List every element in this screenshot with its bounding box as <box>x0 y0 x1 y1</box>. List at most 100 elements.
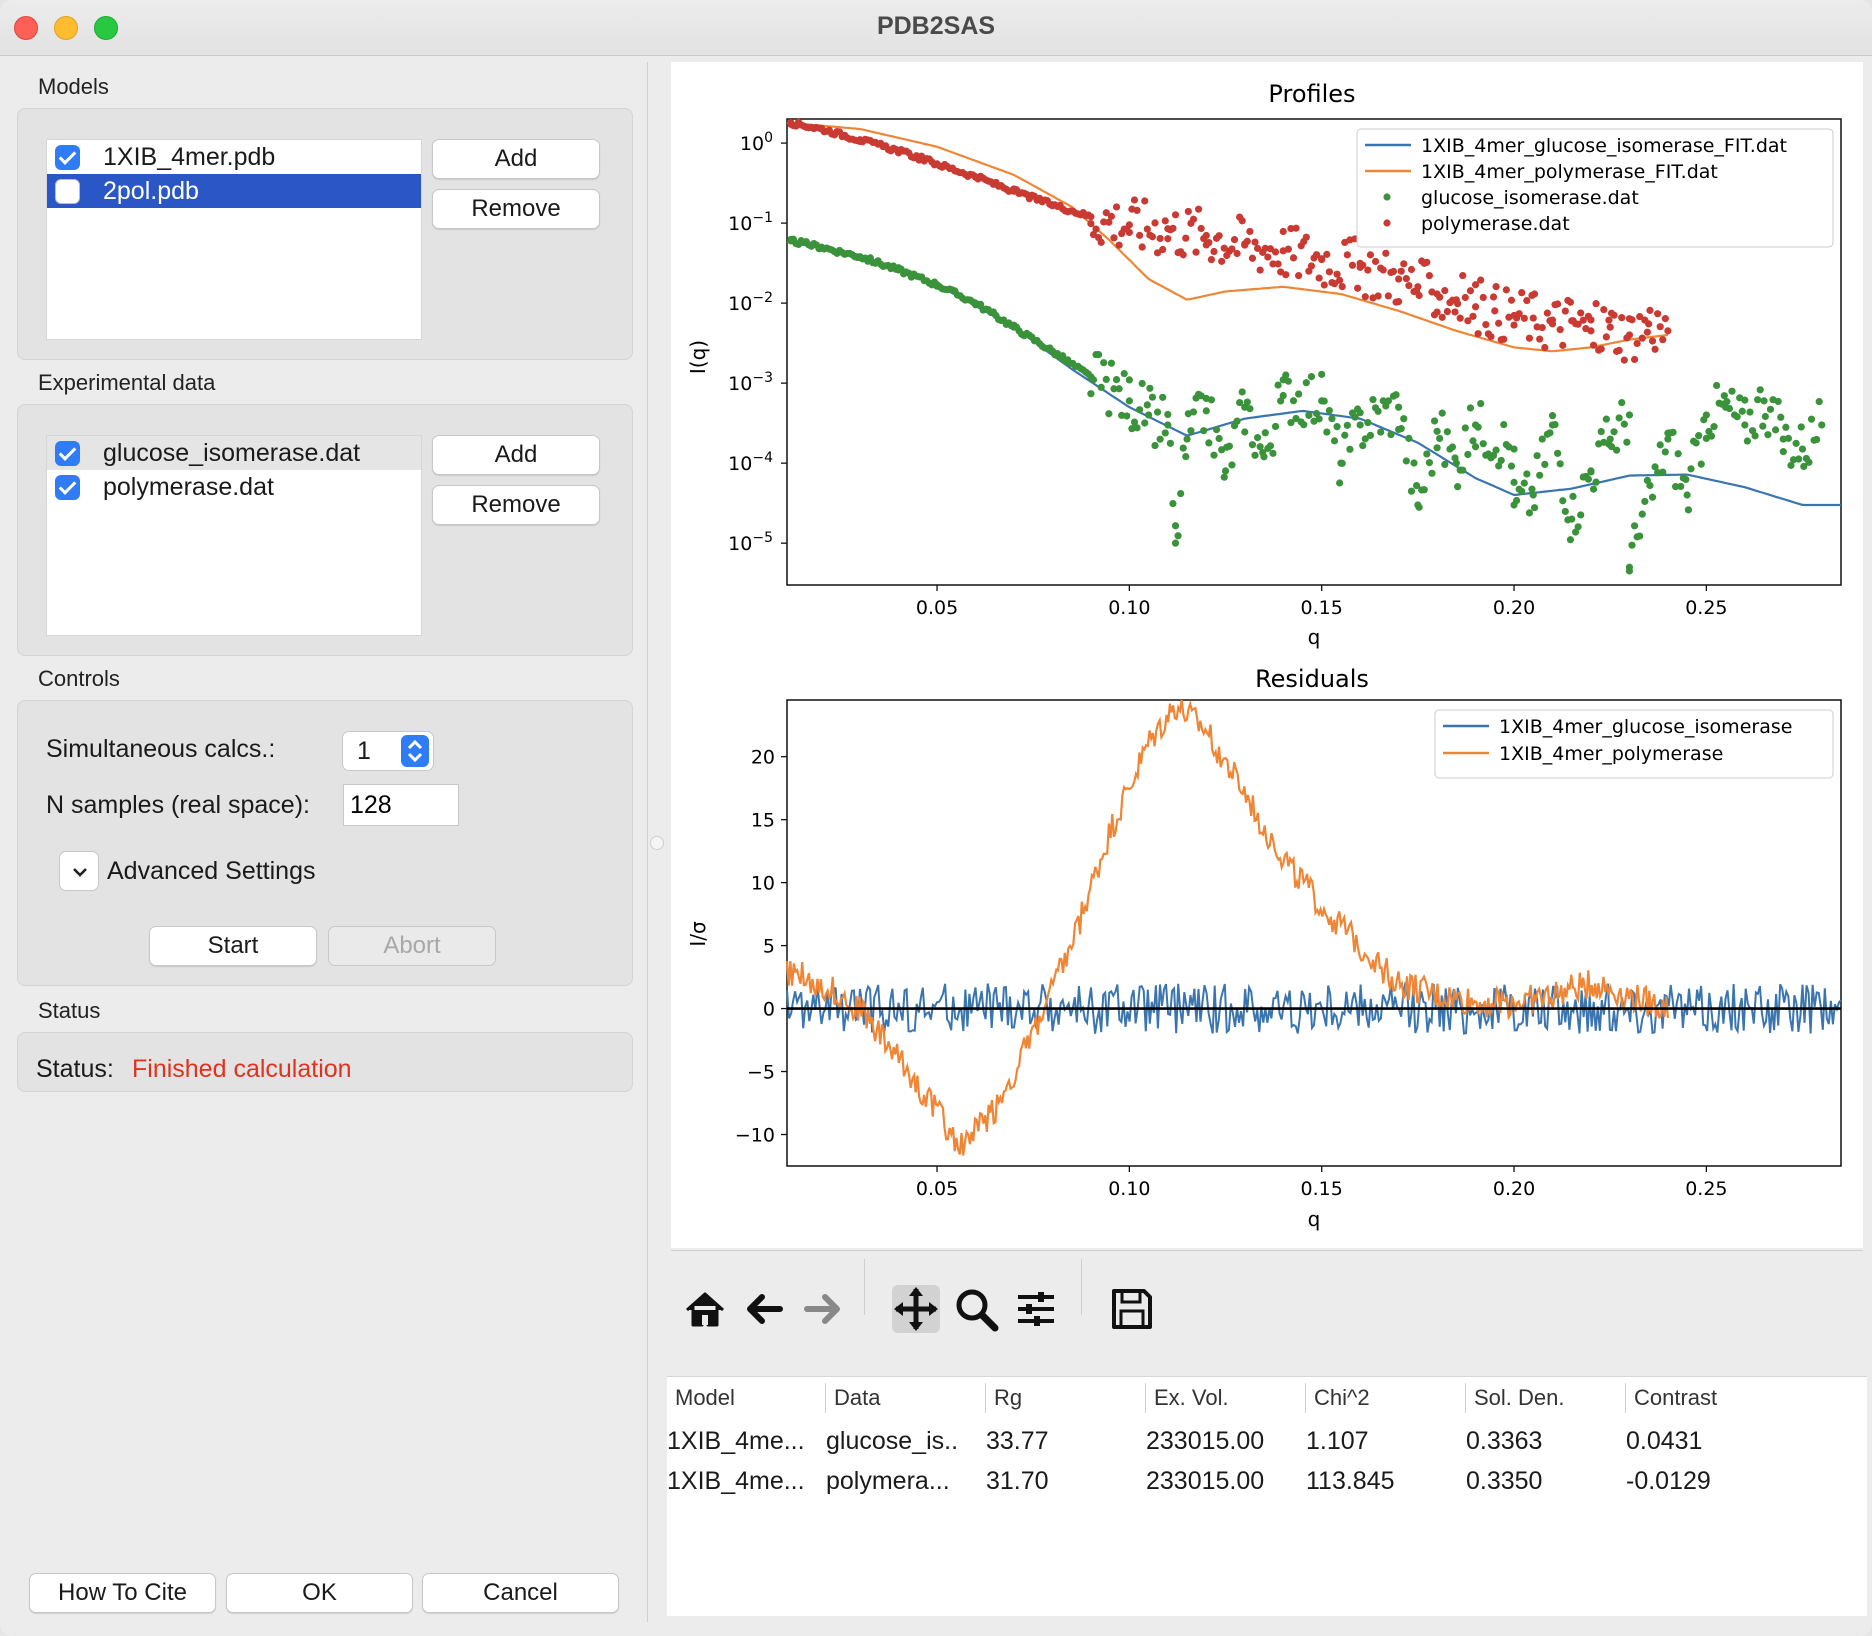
data-point <box>1813 435 1821 444</box>
cancel-button[interactable]: Cancel <box>422 1573 619 1613</box>
data-point <box>1102 375 1110 384</box>
data-point <box>1772 426 1780 434</box>
data-point <box>1364 266 1372 274</box>
minimize-window-button[interactable] <box>54 16 78 40</box>
simultaneous-calcs-stepper[interactable]: 1 <box>342 731 434 771</box>
data-point <box>1382 249 1390 257</box>
data-point <box>1153 408 1162 416</box>
data-point <box>1125 228 1133 237</box>
legend-marker <box>1383 219 1391 227</box>
column-header-chi2[interactable]: Chi^2 <box>1305 1383 1465 1413</box>
data-point <box>1110 234 1118 242</box>
data-point <box>1266 245 1275 253</box>
data-point <box>856 136 864 144</box>
ok-button[interactable]: OK <box>226 1573 413 1613</box>
data-point <box>1148 393 1157 401</box>
data-point <box>1174 532 1182 540</box>
data-point <box>1764 431 1772 439</box>
results-table[interactable]: Model Data Rg Ex. Vol. Chi^2 Sol. Den. C… <box>667 1376 1867 1616</box>
data-point <box>1630 522 1639 530</box>
data-point <box>1320 281 1328 289</box>
remove-model-button[interactable]: Remove <box>432 189 600 229</box>
model-checkbox[interactable] <box>55 179 80 204</box>
column-header-sol-den[interactable]: Sol. Den. <box>1465 1383 1625 1413</box>
remove-data-button[interactable]: Remove <box>432 485 600 525</box>
advanced-settings-toggle[interactable] <box>59 851 99 891</box>
data-point <box>1433 290 1441 298</box>
add-data-button[interactable]: Add <box>432 435 600 475</box>
models-list[interactable]: 1XIB_4mer.pdb 2pol.pdb <box>46 139 422 340</box>
data-point <box>1489 293 1498 301</box>
home-icon[interactable] <box>681 1285 729 1333</box>
data-point <box>1364 419 1372 427</box>
data-point <box>1171 522 1180 530</box>
data-point <box>1471 303 1480 311</box>
data-point <box>1605 316 1613 324</box>
data-point <box>1164 410 1172 419</box>
save-icon[interactable] <box>1108 1285 1156 1333</box>
plot-toolbar <box>671 1250 1863 1365</box>
n-samples-input[interactable] <box>343 784 459 826</box>
data-point <box>1656 323 1664 331</box>
add-model-button[interactable]: Add <box>432 139 600 179</box>
data-point <box>1059 352 1067 360</box>
model-list-item[interactable]: 1XIB_4mer.pdb <box>47 140 421 174</box>
data-point <box>1130 418 1139 426</box>
zoom-icon[interactable] <box>952 1285 1000 1333</box>
forward-arrow-icon[interactable] <box>799 1285 847 1333</box>
data-point <box>1625 411 1634 419</box>
data-point <box>1525 334 1534 342</box>
data-point <box>1330 280 1339 288</box>
column-header-contrast[interactable]: Contrast <box>1625 1383 1805 1413</box>
data-list-item[interactable]: glucose_isomerase.dat <box>47 436 421 470</box>
data-point <box>1414 283 1422 291</box>
column-header-rg[interactable]: Rg <box>985 1383 1145 1413</box>
y-tick-label: 100 <box>740 130 773 155</box>
configure-subplots-icon[interactable] <box>1012 1285 1060 1333</box>
close-window-button[interactable] <box>14 16 38 40</box>
data-point <box>933 160 941 168</box>
data-point <box>1133 424 1141 432</box>
stepper-arrows-icon[interactable] <box>401 735 429 767</box>
model-name: 1XIB_4mer.pdb <box>103 143 276 171</box>
data-point <box>1518 487 1526 495</box>
how-to-cite-button[interactable]: How To Cite <box>29 1573 216 1613</box>
data-point <box>1151 219 1159 227</box>
splitter-handle[interactable] <box>650 836 664 850</box>
plot-canvas[interactable]: Profiles 0.05 0.10 0.15 0.20 0.25 100 10−1 10−… <box>671 62 1863 1248</box>
maximize-window-button[interactable] <box>94 16 118 40</box>
data-point <box>1651 463 1659 471</box>
y-tick-label: 20 <box>751 747 775 769</box>
data-point <box>1256 266 1264 274</box>
data-point <box>1541 343 1549 352</box>
column-header-data[interactable]: Data <box>825 1383 985 1413</box>
experimental-list[interactable]: glucose_isomerase.dat polymerase.dat <box>46 435 422 636</box>
data-point <box>1568 515 1576 523</box>
legend-label: 1XIB_4mer_glucose_isomerase <box>1499 716 1792 738</box>
data-point <box>1202 407 1210 415</box>
data-point <box>1325 406 1333 415</box>
data-checkbox[interactable] <box>55 441 80 466</box>
data-point <box>1318 370 1326 378</box>
model-list-item[interactable]: 2pol.pdb <box>47 174 421 208</box>
data-point <box>1207 396 1216 404</box>
splitter[interactable] <box>647 62 648 1622</box>
model-checkbox[interactable] <box>55 145 80 170</box>
data-point <box>1589 485 1598 493</box>
back-arrow-icon[interactable] <box>740 1285 788 1333</box>
data-point <box>1215 232 1223 240</box>
start-button[interactable]: Start <box>149 926 317 966</box>
data-point <box>1325 268 1333 276</box>
column-header-ex-vol[interactable]: Ex. Vol. <box>1145 1383 1305 1413</box>
data-point <box>1253 244 1262 252</box>
data-point <box>1377 428 1385 436</box>
data-point <box>1528 485 1536 493</box>
abort-button[interactable]: Abort <box>328 926 496 966</box>
residuals-ylabel: I/σ <box>686 921 710 947</box>
pan-icon[interactable] <box>892 1285 940 1333</box>
data-list-item[interactable]: polymerase.dat <box>47 470 421 504</box>
data-point <box>1307 262 1316 270</box>
data-point <box>1346 445 1354 453</box>
data-checkbox[interactable] <box>55 475 80 500</box>
column-header-model[interactable]: Model <box>675 1385 735 1410</box>
